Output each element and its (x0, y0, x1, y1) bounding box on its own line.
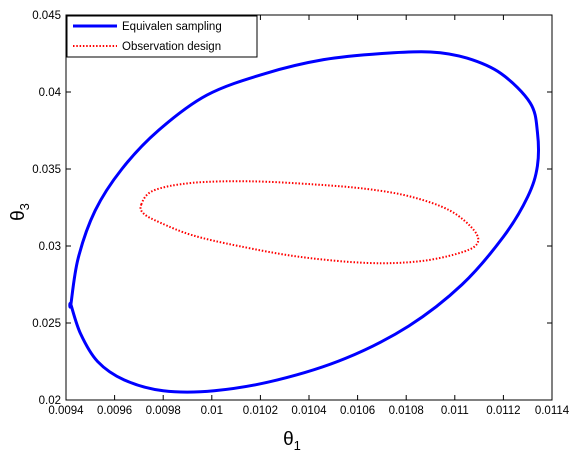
plot-area (65, 14, 553, 401)
x-tick-label: 0.0094 (48, 405, 84, 417)
y-axis-label-main: θ (8, 210, 29, 221)
y-tick-label: 0.04 (39, 87, 62, 99)
x-axis-label-subscript: 1 (294, 438, 301, 453)
legend-box (66, 15, 258, 58)
x-tick-label: 0.0102 (243, 405, 278, 417)
x-tick-label: 0.011 (441, 405, 469, 417)
x-tick-label: 0.0098 (146, 405, 181, 417)
x-tick-label: 0.0096 (97, 405, 132, 417)
series-line-observation-design (139, 180, 480, 265)
x-tick-label: 0.01 (201, 405, 223, 417)
y-tick-label: 0.035 (32, 164, 61, 176)
x-tick-label: 0.0104 (291, 405, 327, 417)
series-layer (68, 50, 540, 394)
y-tick-label: 0.025 (32, 318, 61, 330)
x-tick-label: 0.0106 (340, 405, 375, 417)
x-axis-label-main: θ (283, 429, 294, 450)
y-axis-label: θ3 (8, 203, 32, 221)
legend: Equivalen sampling Observation design (66, 15, 258, 58)
series-line-equivalen-sampling (68, 50, 540, 394)
x-tick-label: 0.0114 (535, 405, 570, 417)
y-tick-label: 0.03 (39, 241, 61, 253)
y-tick-label: 0.02 (39, 395, 61, 407)
y-axis-label-subscript: 3 (17, 203, 32, 210)
legend-label-observation-design: Observation design (122, 41, 221, 53)
x-axis-label: θ1 (283, 429, 301, 453)
legend-label-equivalen-sampling: Equivalen sampling (122, 21, 222, 33)
ticks-layer: 0.0094 0.0096 0.0098 0.01 0.0102 0.0104 0.0106… (32, 10, 570, 417)
x-tick-label: 0.0108 (389, 405, 424, 417)
y-tick-label: 0.045 (32, 10, 61, 22)
x-tick-label: 0.0112 (486, 405, 520, 417)
